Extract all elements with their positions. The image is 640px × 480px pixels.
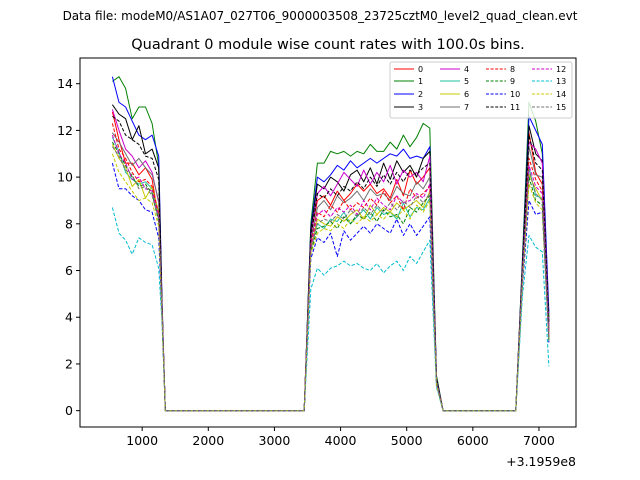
legend-label-10: 10 [510, 90, 520, 99]
legend-frame [389, 61, 573, 119]
y-tick-label: 8 [65, 216, 73, 231]
legend-label-3: 3 [418, 103, 423, 112]
legend-label-15: 15 [556, 103, 566, 112]
x-tick-label: 5000 [391, 433, 423, 448]
suptitle: Data file: modeM0/AS1A07_027T06_90000035… [63, 9, 578, 23]
x-tick-label: 1000 [126, 433, 158, 448]
x-tick-label: 2000 [192, 433, 224, 448]
legend-label-1: 1 [418, 77, 423, 86]
y-tick-label: 10 [57, 170, 73, 185]
axes-background [80, 58, 576, 427]
series-layer [111, 76, 550, 412]
y-tick-label: 0 [65, 403, 73, 418]
legend-label-7: 7 [464, 103, 469, 112]
x-tick-label: 3000 [259, 433, 291, 448]
x-tick-label: 7000 [523, 433, 555, 448]
legend-label-12: 12 [556, 65, 566, 74]
y-tick-label: 14 [57, 76, 73, 91]
chart-title: Quadrant 0 module wise count rates with … [131, 37, 525, 53]
y-tick-label: 12 [57, 123, 73, 138]
legend-label-14: 14 [556, 90, 566, 99]
series-line-15 [111, 146, 550, 412]
x-tick-label: 4000 [325, 433, 357, 448]
legend-label-13: 13 [556, 77, 566, 86]
axes-frame [79, 57, 577, 428]
plot-area [79, 57, 577, 428]
legend-label-0: 0 [418, 65, 423, 74]
x-axis: 1000 2000 3000 4000 5000 6000 7000 [126, 427, 555, 448]
x-axis-offset-label: +3.1959e8 [506, 454, 576, 469]
x-tick-label: 6000 [457, 433, 489, 448]
y-tick-label: 2 [65, 356, 73, 371]
legend-label-2: 2 [418, 90, 423, 99]
legend-label-5: 5 [464, 77, 469, 86]
legend-label-11: 11 [510, 103, 520, 112]
y-tick-label: 6 [65, 263, 73, 278]
y-axis: 0 2 4 6 8 10 12 14 [57, 76, 80, 418]
legend-label-9: 9 [510, 77, 515, 86]
legend-label-4: 4 [464, 65, 469, 74]
y-tick-label: 4 [65, 310, 73, 325]
legend-label-8: 8 [510, 65, 515, 74]
legend-label-6: 6 [464, 90, 469, 99]
